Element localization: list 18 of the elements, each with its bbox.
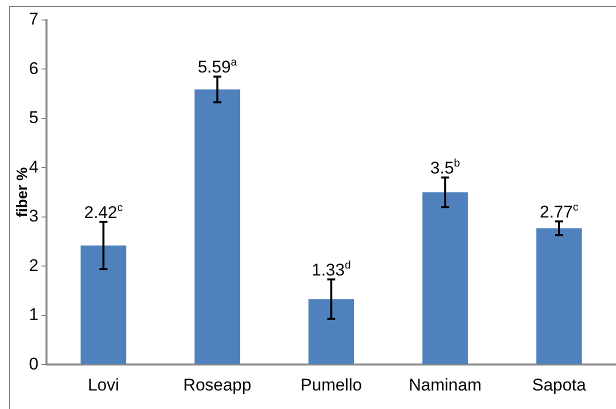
x-tick-label: Sapota [532,375,587,394]
y-tick-label: 0 [28,354,38,374]
y-tick-label: 3 [28,206,38,226]
x-tick-label: Pumello [300,375,362,394]
y-tick-label: 2 [28,256,38,275]
y-tick-label: 1 [28,305,38,324]
y-tick-label: 5 [28,108,38,128]
bar [422,192,468,364]
bar [308,299,354,364]
y-tick-label: 7 [28,10,38,29]
x-tick-label: Naminam [408,375,482,394]
x-tick-label: Roseapp [183,375,252,394]
y-tick-label: 4 [28,157,38,176]
bar [194,89,240,364]
bar [536,228,582,364]
bar [80,245,126,364]
y-tick-label: 6 [28,58,38,78]
x-tick-label: Lovi [88,375,120,394]
